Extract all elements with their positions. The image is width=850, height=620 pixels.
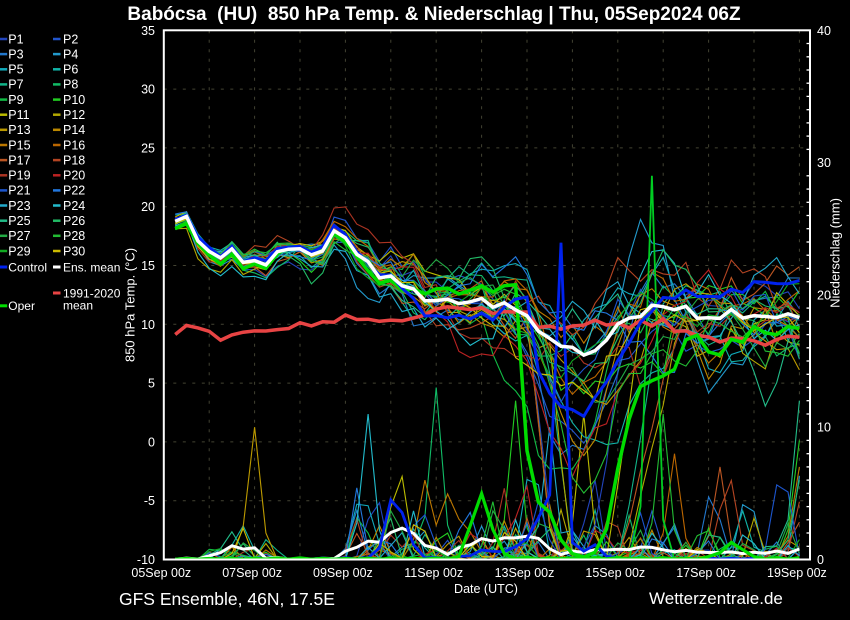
svg-text:P7: P7 — [8, 78, 23, 92]
svg-text:mean: mean — [63, 298, 93, 312]
svg-text:Control: Control — [8, 260, 47, 274]
svg-text:Wetterzentrale.de: Wetterzentrale.de — [649, 589, 783, 608]
svg-text:P4: P4 — [63, 47, 78, 61]
svg-text:19Sep 00z: 19Sep 00z — [767, 566, 827, 580]
svg-text:P25: P25 — [8, 214, 30, 228]
svg-text:20: 20 — [817, 288, 831, 302]
svg-text:P22: P22 — [63, 184, 85, 198]
svg-text:P3: P3 — [8, 47, 23, 61]
svg-text:P8: P8 — [63, 78, 78, 92]
svg-text:P30: P30 — [63, 244, 85, 258]
svg-text:40: 40 — [817, 24, 831, 38]
svg-text:P5: P5 — [8, 63, 23, 77]
svg-text:5: 5 — [148, 377, 155, 391]
svg-text:0: 0 — [817, 553, 824, 567]
svg-text:P18: P18 — [63, 153, 85, 167]
svg-text:GFS Ensemble, 46N, 17.5E: GFS Ensemble, 46N, 17.5E — [119, 589, 335, 609]
svg-text:17Sep 00z: 17Sep 00z — [676, 566, 736, 580]
svg-text:P11: P11 — [8, 108, 29, 122]
svg-text:13Sep 00z: 13Sep 00z — [495, 566, 555, 580]
svg-text:P14: P14 — [63, 123, 85, 137]
svg-text:P2: P2 — [63, 32, 78, 46]
svg-text:25: 25 — [141, 141, 155, 155]
svg-text:Date (UTC): Date (UTC) — [454, 582, 518, 596]
svg-text:P17: P17 — [8, 153, 30, 167]
svg-text:Ens. mean: Ens. mean — [63, 260, 120, 274]
svg-text:1991-2020: 1991-2020 — [63, 286, 121, 300]
svg-text:35: 35 — [141, 24, 155, 38]
svg-text:P20: P20 — [63, 169, 85, 183]
svg-text:P21: P21 — [8, 184, 30, 198]
svg-text:P16: P16 — [63, 138, 85, 152]
svg-text:P10: P10 — [63, 93, 85, 107]
svg-text:P1: P1 — [8, 32, 23, 46]
svg-text:20: 20 — [141, 200, 155, 214]
svg-text:-5: -5 — [144, 494, 155, 508]
svg-text:10: 10 — [141, 318, 155, 332]
svg-text:P28: P28 — [63, 229, 85, 243]
svg-text:15Sep 00z: 15Sep 00z — [585, 566, 645, 580]
svg-text:10: 10 — [817, 421, 831, 435]
svg-text:0: 0 — [148, 435, 155, 449]
svg-text:09Sep 00z: 09Sep 00z — [313, 566, 373, 580]
svg-text:P29: P29 — [8, 244, 30, 258]
svg-text:P9: P9 — [8, 93, 23, 107]
svg-text:P27: P27 — [8, 229, 30, 243]
svg-text:-10: -10 — [137, 553, 155, 567]
svg-text:30: 30 — [817, 156, 831, 170]
svg-text:Babócsa (HU) 850 hPa Temp. &: Babócsa (HU) 850 hPa Temp. & Niederschla… — [127, 4, 741, 25]
svg-text:Niederschlag (mm): Niederschlag (mm) — [828, 198, 843, 308]
svg-text:P15: P15 — [8, 138, 30, 152]
svg-text:P6: P6 — [63, 63, 78, 77]
svg-text:30: 30 — [141, 83, 155, 97]
svg-text:05Sep 00z: 05Sep 00z — [131, 566, 191, 580]
svg-text:15: 15 — [141, 259, 155, 273]
svg-text:850 hPa Temp. (°C): 850 hPa Temp. (°C) — [123, 248, 138, 362]
svg-text:11Sep 00z: 11Sep 00z — [404, 566, 463, 580]
svg-text:P23: P23 — [8, 199, 30, 213]
svg-text:P12: P12 — [63, 108, 85, 122]
svg-text:P19: P19 — [8, 169, 30, 183]
svg-text:P13: P13 — [8, 123, 30, 137]
svg-text:P24: P24 — [63, 199, 85, 213]
svg-text:P26: P26 — [63, 214, 85, 228]
svg-text:Oper: Oper — [8, 299, 35, 313]
svg-text:07Sep 00z: 07Sep 00z — [222, 566, 282, 580]
